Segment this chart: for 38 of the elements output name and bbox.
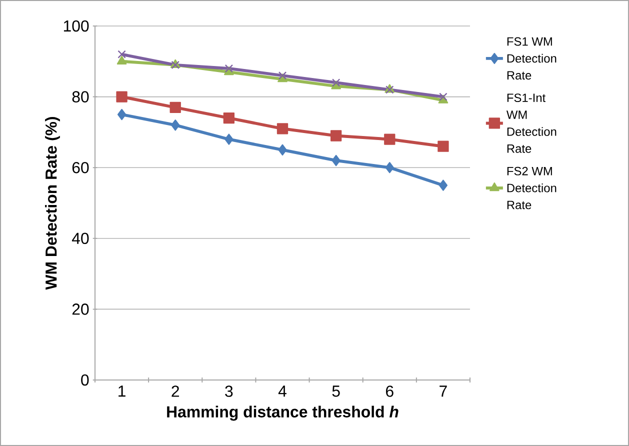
point [278, 71, 287, 80]
y-tick-label: 60 [72, 162, 89, 174]
point [116, 56, 127, 64]
y-tick-label: 0 [81, 374, 89, 386]
legend-label: FS1 WM Detection Rate [507, 37, 556, 80]
x-tick-label: 6 [386, 386, 394, 397]
x-tick-label: 5 [332, 386, 340, 397]
x-tick-label: 7 [440, 386, 447, 397]
y-tick-label: 100 [64, 20, 89, 32]
y-tick-label: 40 [72, 232, 89, 244]
point [117, 108, 126, 120]
point [118, 50, 126, 58]
point [170, 102, 181, 113]
y-tick-label: 20 [72, 304, 89, 315]
point [223, 112, 235, 124]
point [224, 134, 234, 145]
legend-label: FS2 WM Detection Rate [507, 166, 556, 210]
x-axis-title: Hamming distance threshold h [167, 406, 398, 421]
legend-label: FS1-Int WM Detection Rate [506, 94, 556, 153]
point [384, 134, 396, 145]
point [438, 140, 449, 152]
point [330, 130, 342, 142]
x-tick-label: 3 [225, 386, 233, 397]
point [276, 123, 288, 134]
point [278, 144, 287, 156]
x-tick-label: 4 [278, 386, 286, 397]
x-tick-label: 2 [172, 386, 179, 397]
point [116, 91, 128, 102]
point [439, 92, 448, 101]
y-axis-title: WM Detection Rate (%) [45, 117, 60, 290]
point [171, 120, 180, 131]
point [332, 154, 340, 166]
x-tick-label: 1 [118, 386, 126, 397]
point [224, 64, 234, 73]
y-tick-label: 80 [72, 91, 89, 102]
point [385, 162, 394, 174]
point [438, 180, 448, 191]
point [332, 78, 340, 87]
